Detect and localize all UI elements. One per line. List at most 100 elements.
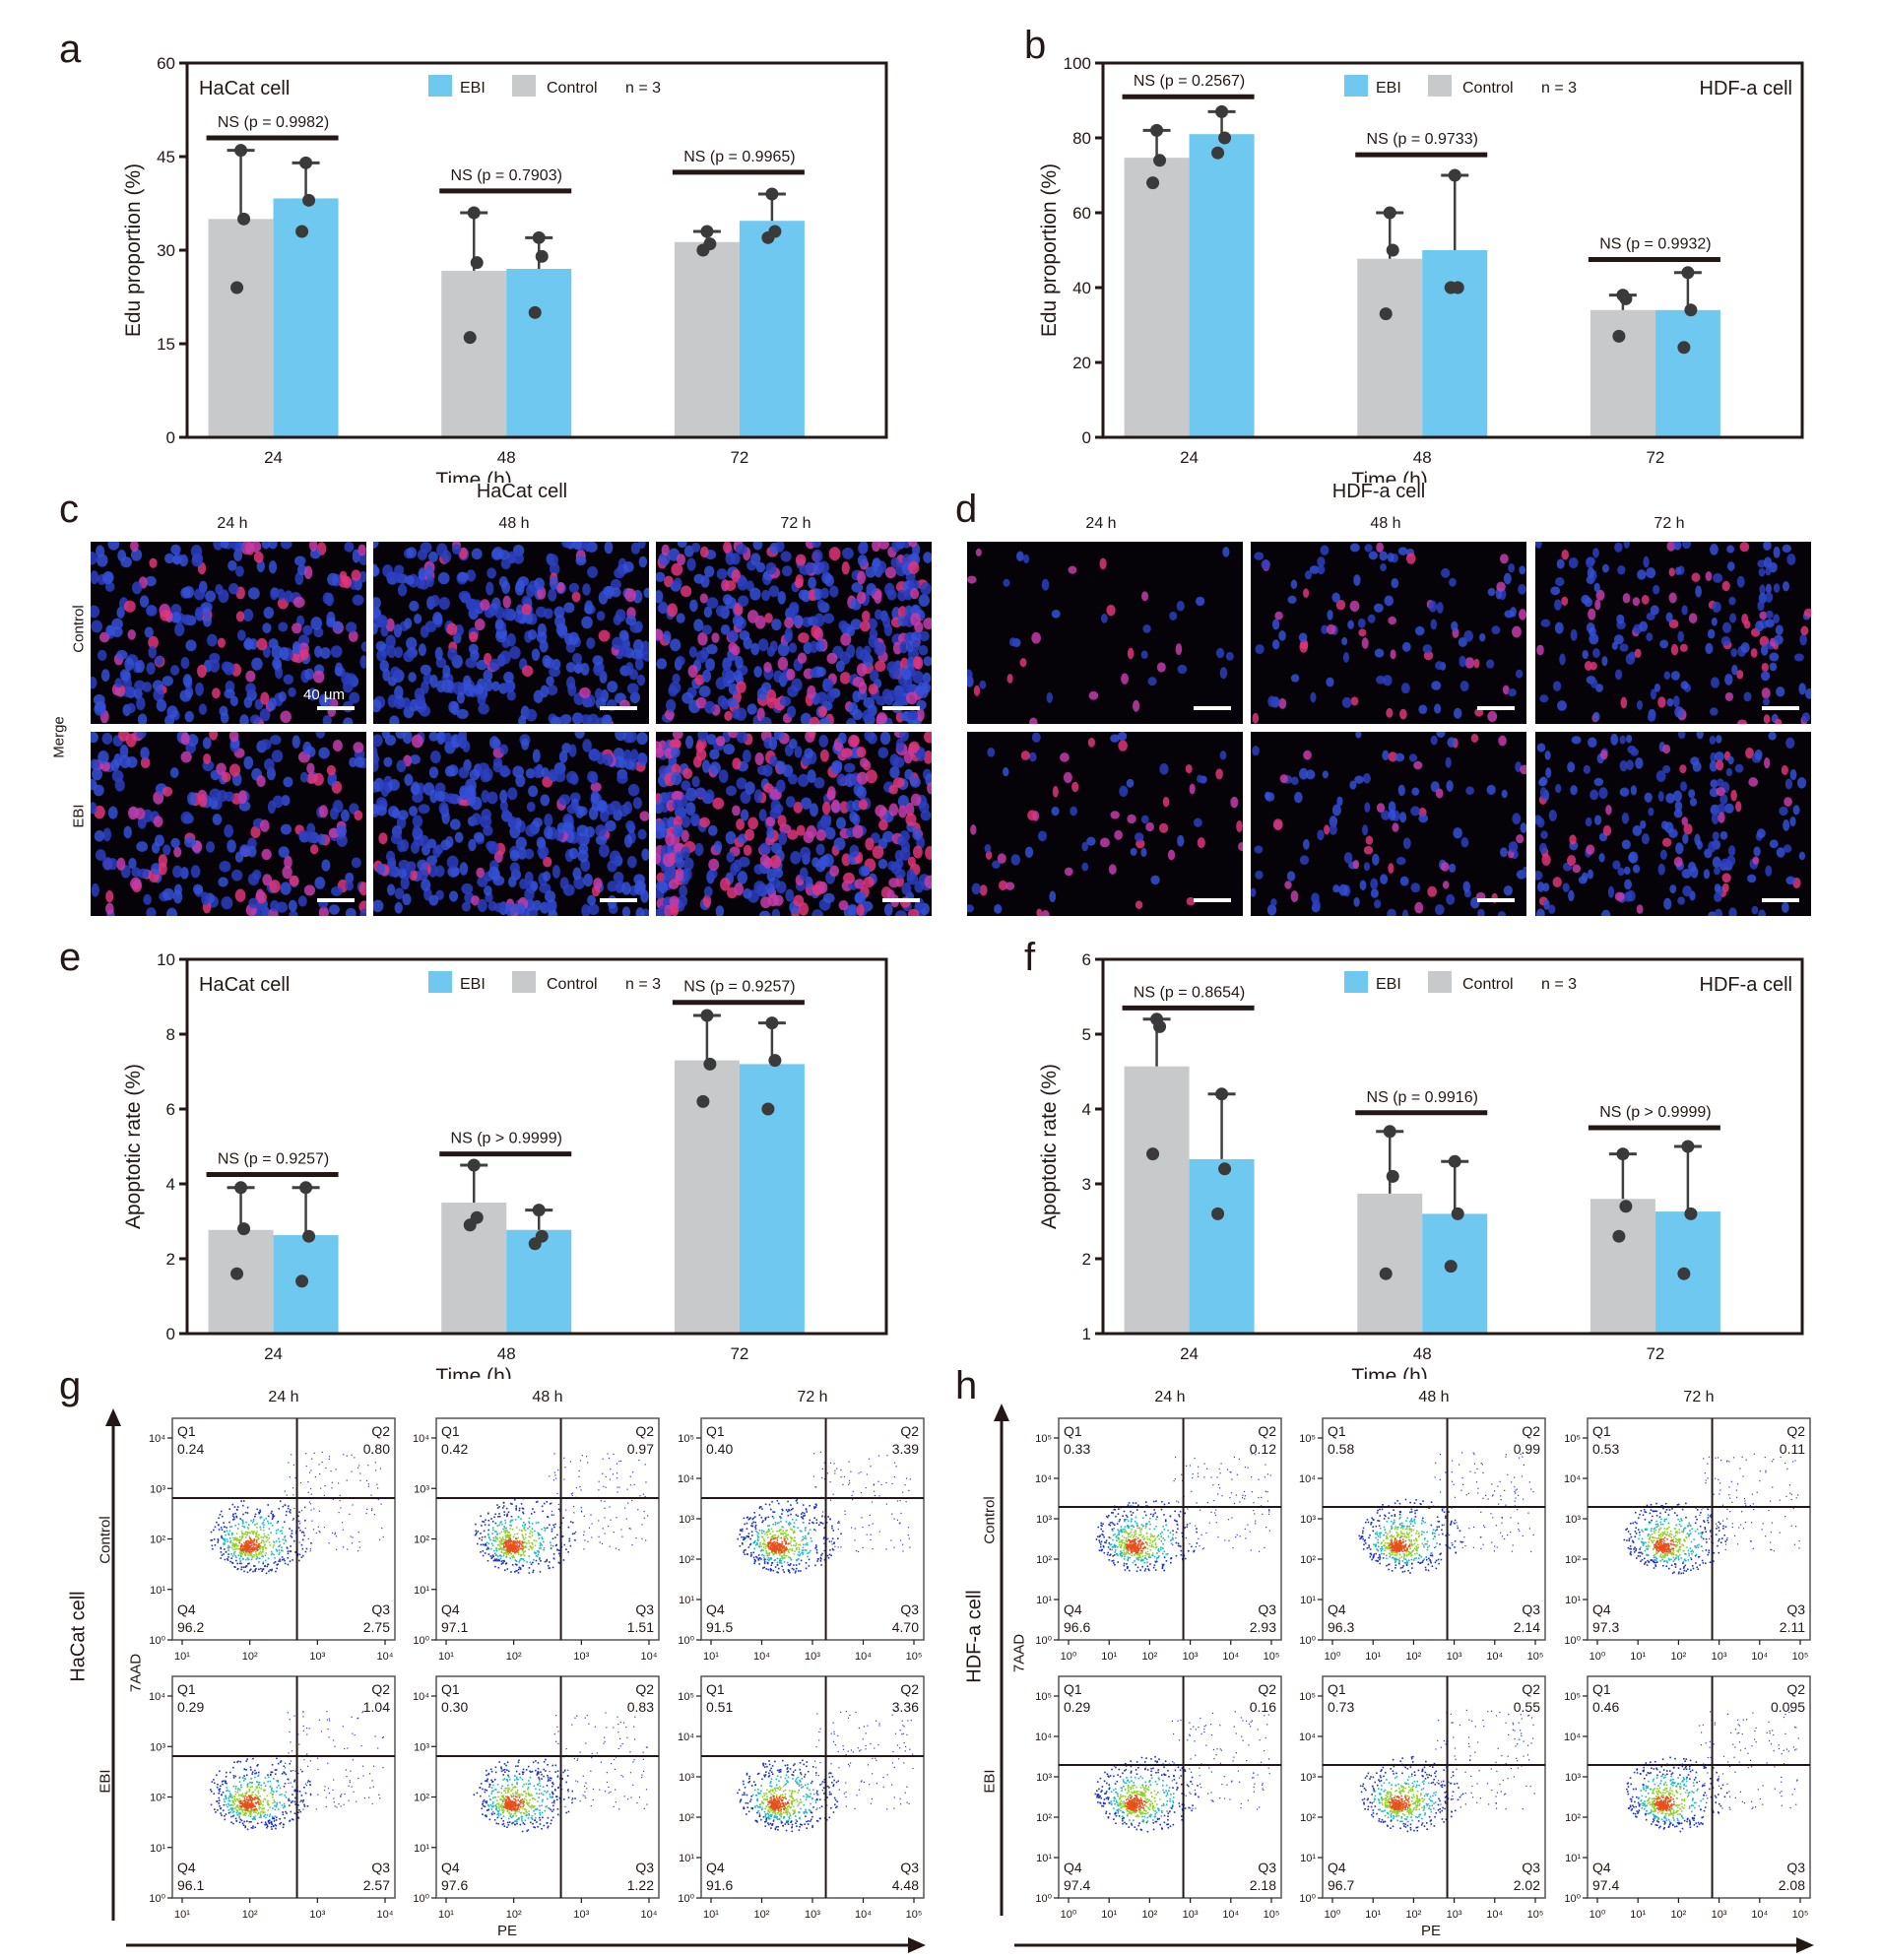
quadrant-value-q1: 0.73	[1328, 1699, 1354, 1715]
bar-control	[441, 270, 507, 436]
nuclei-image	[373, 542, 649, 724]
x-tick-label: 10⁵	[1792, 1909, 1809, 1921]
y-tick-label: 0	[166, 428, 175, 447]
panel-c-title: HaCat cell	[476, 481, 568, 502]
flow-h-col-1: 48 h	[1418, 1389, 1450, 1405]
micrograph-c-ebi-72h	[656, 732, 932, 916]
scale-bar	[317, 898, 355, 902]
legend-swatch-control	[512, 75, 536, 97]
y-tick-label: 10⁵	[1035, 1433, 1052, 1445]
legend-swatch-control	[512, 971, 536, 993]
x-tick-label: 10¹	[1630, 1909, 1646, 1921]
legend-n: n = 3	[1541, 80, 1577, 97]
quadrant-name-q2: Q2	[1786, 1681, 1805, 1697]
x-tick-label: 10⁴	[1222, 1651, 1239, 1663]
scale-bar-label: 40 μm	[303, 686, 345, 703]
scale-bar	[317, 706, 355, 710]
quadrant-value-q3: 2.11	[1780, 1619, 1805, 1635]
y-tick-label: 10⁴	[1299, 1473, 1316, 1485]
panel-h-cell-label: HDF-a cell	[963, 1590, 986, 1683]
data-point	[237, 212, 251, 226]
y-tick-label: 10³	[1300, 1772, 1316, 1784]
data-point	[302, 1229, 316, 1243]
data-point	[1218, 131, 1232, 145]
data-point	[535, 249, 549, 263]
y-tick-label: 10⁴	[1299, 1731, 1316, 1743]
y-tick-label: 10³	[1565, 1514, 1581, 1526]
x-tick-label: 10²	[506, 1651, 522, 1663]
scale-bar	[882, 898, 920, 902]
y-tick-label: 10⁴	[413, 1691, 429, 1703]
x-tick-label: 10¹	[1365, 1909, 1381, 1921]
flow-plot-h-0-0: Q1 Q2 Q4 Q3 0.33 0.12 96.6 2.93 10⁰ 10¹ 10² 10³ 10⁴ 1…	[1035, 1417, 1282, 1663]
quadrant-name-q2: Q2	[1522, 1681, 1540, 1697]
data-point	[768, 1054, 782, 1068]
x-tick-label: 48	[1413, 1344, 1432, 1363]
legend-swatch-control	[1428, 75, 1452, 97]
data-point	[1153, 154, 1167, 167]
data-point	[700, 1009, 714, 1022]
data-point	[1386, 1169, 1399, 1183]
quadrant-name-q2: Q2	[1258, 1681, 1276, 1697]
data-point	[1211, 1207, 1225, 1220]
quadrant-name-q4: Q4	[177, 1601, 196, 1617]
data-point	[1612, 329, 1626, 343]
quadrant-value-q1: 0.33	[1064, 1441, 1090, 1457]
quadrant-value-q2: 0.55	[1514, 1699, 1540, 1715]
x-tick-label: 10⁵	[1527, 1651, 1544, 1663]
data-point	[1612, 1229, 1626, 1243]
quadrant-name-q2: Q2	[900, 1423, 919, 1439]
x-tick-label: 10¹	[174, 1909, 190, 1921]
bar-control	[1589, 1199, 1655, 1333]
x-tick-label: 10⁴	[641, 1651, 658, 1663]
y-axis-arrow-icon	[105, 1408, 121, 1921]
chart-cell-title: HaCat cell	[199, 78, 290, 99]
quadrant-value-q1: 0.58	[1328, 1441, 1354, 1457]
quadrant-name-q1: Q1	[1328, 1681, 1346, 1697]
x-tick-label: 10²	[1141, 1909, 1157, 1921]
x-tick-label: 10⁰	[1061, 1909, 1077, 1921]
quadrant-value-q1: 0.30	[441, 1699, 468, 1715]
bar-control	[1124, 1066, 1190, 1333]
x-tick-label: 10⁴	[855, 1651, 872, 1663]
quadrant-name-q3: Q3	[371, 1601, 390, 1617]
x-tick-label: 24	[1180, 448, 1199, 467]
y-tick-label: 10³	[414, 1741, 429, 1753]
quadrant-name-q1: Q1	[1592, 1681, 1611, 1697]
data-point	[1684, 303, 1698, 317]
legend-n: n = 3	[625, 80, 661, 97]
micrograph-c-ebi-24h	[91, 732, 366, 916]
quadrant-name-q4: Q4	[706, 1860, 725, 1875]
chart-cell-title: HDF-a cell	[1700, 78, 1792, 99]
quadrant-name-q3: Q3	[1786, 1601, 1805, 1617]
quadrant-value-q2: 0.80	[363, 1441, 390, 1457]
y-tick-label: 10⁰	[413, 1893, 429, 1905]
quadrant-name-q3: Q3	[900, 1860, 919, 1875]
x-tick-label: 10³	[1183, 1651, 1199, 1663]
y-tick-label: 10⁵	[1299, 1433, 1316, 1445]
y-tick-label: 10¹	[1036, 1853, 1052, 1864]
y-tick-label: 10¹	[414, 1585, 429, 1597]
data-point	[467, 206, 481, 220]
x-tick-label: 10³	[1447, 1651, 1462, 1663]
quadrant-name-q3: Q3	[1258, 1601, 1276, 1617]
legend-swatch-ebi	[428, 971, 452, 993]
scale-bar	[600, 706, 637, 710]
quadrant-name-q1: Q1	[177, 1681, 196, 1697]
y-tick-label: 10¹	[150, 1585, 165, 1597]
bar-ebi	[506, 269, 572, 436]
quadrant-value-q4: 96.3	[1328, 1619, 1354, 1635]
panel-g-xlabel: PE	[497, 1923, 518, 1939]
flow-plot-g-0-2: Q1 Q2 Q4 Q3 0.40 3.39 91.5 4.70 10¹ 10⁴ 10³ 10⁴ 10⁵ 1…	[678, 1417, 925, 1663]
flow-plot-h-1-2: Q1 Q2 Q4 Q3 0.46 0.095 97.4 2.08 10⁰ 10¹ 10² 10³ 10⁴…	[1564, 1675, 1811, 1921]
x-tick-label: 10⁴	[1751, 1909, 1768, 1921]
y-tick-label: 100	[1064, 54, 1091, 73]
data-point	[761, 1102, 775, 1116]
x-tick-label: 48	[497, 448, 516, 467]
y-tick-label: 10⁵	[1564, 1691, 1581, 1703]
data-point	[703, 237, 717, 251]
data-point	[1677, 341, 1691, 355]
quadrant-name-q1: Q1	[1328, 1423, 1346, 1439]
quadrant-value-q2: 3.36	[892, 1699, 919, 1715]
data-point	[1619, 1200, 1633, 1213]
